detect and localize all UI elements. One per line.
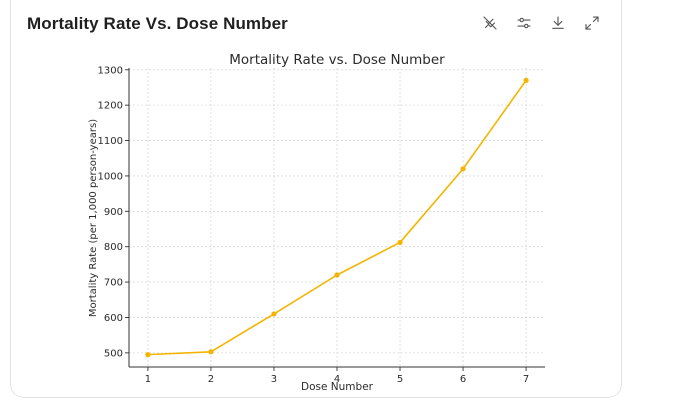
data-point[interactable] bbox=[397, 239, 403, 246]
interactive-off-icon[interactable] bbox=[479, 12, 501, 34]
data-point[interactable] bbox=[271, 311, 277, 317]
y-axis-label: Mortality Rate (per 1,000 person-years) bbox=[88, 119, 99, 317]
y-tick-label: 800 bbox=[104, 242, 123, 253]
data-point[interactable] bbox=[208, 349, 214, 355]
y-tick-layer: 500 600 700 800 900 1000 1100 1200 1300 bbox=[98, 65, 129, 359]
download-icon[interactable] bbox=[547, 12, 569, 34]
y-tick-label: 1100 bbox=[98, 136, 123, 147]
y-tick-label: 500 bbox=[104, 348, 123, 359]
data-point[interactable] bbox=[460, 166, 466, 172]
x-tick-label: 2 bbox=[208, 374, 214, 385]
y-tick-label: 1200 bbox=[98, 101, 123, 112]
chart-toolbar bbox=[479, 12, 603, 34]
chart-title: Mortality Rate vs. Dose Number bbox=[229, 52, 445, 68]
y-tick-label: 600 bbox=[104, 313, 123, 324]
series-layer bbox=[145, 77, 529, 358]
x-tick-label: 5 bbox=[397, 374, 403, 385]
y-tick-label: 1300 bbox=[98, 65, 123, 76]
x-tick-label: 4 bbox=[334, 374, 340, 385]
x-tick-layer: 1 2 3 4 5 6 7 bbox=[145, 367, 529, 385]
x-tick-label: 6 bbox=[460, 374, 466, 385]
y-tick-label: 900 bbox=[104, 207, 123, 218]
y-tick-label: 700 bbox=[104, 278, 123, 289]
x-tick-label: 7 bbox=[523, 374, 529, 385]
data-point[interactable] bbox=[334, 272, 340, 278]
y-tick-label: 1000 bbox=[98, 171, 123, 182]
data-point[interactable] bbox=[145, 352, 151, 358]
chart-card: Mortality Rate Vs. Dose Number bbox=[10, 0, 622, 398]
filter-settings-icon[interactable] bbox=[513, 12, 535, 34]
grid-layer bbox=[129, 68, 545, 367]
card-title: Mortality Rate Vs. Dose Number bbox=[27, 14, 288, 33]
data-point[interactable] bbox=[523, 77, 529, 83]
x-tick-label: 3 bbox=[271, 374, 277, 385]
x-tick-label: 1 bbox=[145, 374, 151, 385]
expand-icon[interactable] bbox=[581, 12, 603, 34]
x-axis-label: Dose Number bbox=[301, 381, 374, 393]
